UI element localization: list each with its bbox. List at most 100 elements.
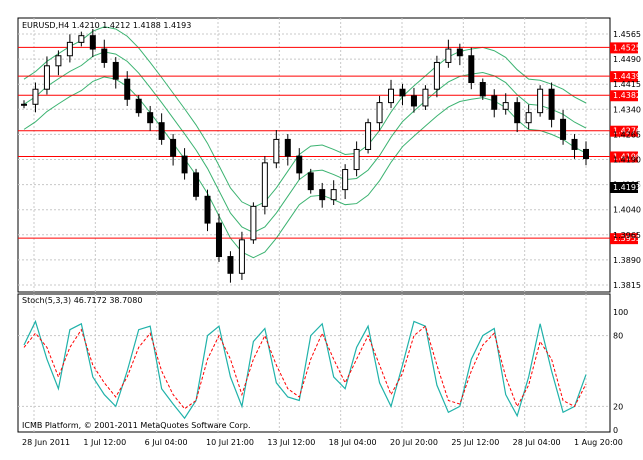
price-tick-label: 1.3815 <box>613 281 641 290</box>
candle-body <box>124 78 131 100</box>
time-tick-label: 1 Aug 20:00 <box>574 438 623 447</box>
candle-body <box>227 256 234 274</box>
candle-body <box>330 189 337 201</box>
stoch-tick-label: 100 <box>613 308 628 317</box>
price-tick-label: 1.4040 <box>613 206 641 215</box>
stoch-header: Stoch(5,3,3) 46.7172 38.7080 <box>22 296 142 305</box>
candlesticks <box>21 28 589 283</box>
level-price-box <box>610 42 638 54</box>
candle-body <box>32 88 39 105</box>
level-price-label: 1.4276 <box>613 127 641 136</box>
stoch-lines <box>23 319 587 420</box>
time-tick-label: 18 Jul 04:00 <box>329 438 377 447</box>
candle-body <box>261 162 268 207</box>
level-price-label: 1.4439 <box>613 72 641 81</box>
candle-body <box>445 48 452 63</box>
candle-body <box>296 155 303 174</box>
candle-body <box>342 169 349 191</box>
time-tick-label: 25 Jul 12:00 <box>451 438 499 447</box>
time-tick-label: 28 Jun 2011 <box>22 438 70 447</box>
stoch-tick-label: 20 <box>613 402 623 411</box>
current-price-label: 1.4193 <box>613 183 641 192</box>
price-grid <box>18 18 610 292</box>
time-tick-label: 10 Jul 21:00 <box>206 438 254 447</box>
candle-body <box>204 195 211 224</box>
stoch-panel-border <box>17 293 611 433</box>
price-header: EURUSD,H4 1.4210 1.4212 1.4188 1.4193 <box>22 21 191 30</box>
candle-body <box>514 102 521 124</box>
candle-body <box>215 222 222 258</box>
level-price-box <box>610 71 638 83</box>
candle-body <box>353 148 360 171</box>
candle-body <box>502 102 509 110</box>
candle-body <box>43 65 50 90</box>
candle-body <box>399 88 406 97</box>
price-axis: 1.45651.44901.44151.43401.42651.41901.41… <box>613 30 641 290</box>
footer-copyright: ICMB Platform, © 2001-2011 MetaQuotes So… <box>22 421 251 430</box>
level-price-label: 1.4525 <box>613 43 641 52</box>
level-price-box <box>610 233 638 245</box>
time-axis: 28 Jun 2011 1 Jul 12:00 6 Jul 04:00 10 Jul … <box>22 438 623 447</box>
candle-body <box>89 35 96 50</box>
candle-body <box>491 95 498 110</box>
stoch-signal-line <box>23 325 587 410</box>
bollinger-line <box>23 26 587 209</box>
candle-body <box>433 61 440 90</box>
level-price-box <box>610 151 638 163</box>
candle-body <box>238 239 245 274</box>
price-tick-label: 1.4565 <box>613 30 641 39</box>
candle-body <box>250 205 257 241</box>
level-price-box <box>610 125 638 137</box>
level-price-label: 1.3955 <box>613 234 641 243</box>
price-tick-label: 1.4265 <box>613 130 641 139</box>
candle-body <box>456 48 463 57</box>
price-tick-label: 1.4490 <box>613 55 641 64</box>
candle-body <box>135 98 142 114</box>
stoch-tick-label: 0 <box>613 426 618 435</box>
candle-body <box>479 82 486 97</box>
candle-body <box>548 88 555 120</box>
price-tick-label: 1.4190 <box>613 156 641 165</box>
candle-body <box>319 189 326 201</box>
candle-body <box>410 95 417 107</box>
time-tick-label: 28 Jul 04:00 <box>513 438 561 447</box>
current-price-marker: 1.4193 <box>610 182 641 193</box>
bollinger-line <box>23 51 587 234</box>
level-price-label: 1.4382 <box>613 91 641 100</box>
candle-body <box>365 122 372 150</box>
candle-body <box>388 88 395 104</box>
candle-body <box>78 35 85 43</box>
candle-body <box>158 122 165 140</box>
candle-body <box>101 48 108 63</box>
time-tick-label: 20 Jul 20:00 <box>390 438 438 447</box>
stoch-tick-label: 80 <box>613 332 623 341</box>
stoch-axis: 100 80 20 0 <box>613 308 628 435</box>
candle-body <box>55 55 62 67</box>
level-price-label: 1.4199 <box>613 152 641 161</box>
time-tick-label: 6 Jul 04:00 <box>145 438 188 447</box>
stoch-main-line <box>23 319 587 420</box>
candle-body <box>170 138 177 157</box>
candle-body <box>273 138 280 164</box>
candle-body <box>537 88 544 114</box>
price-panel[interactable]: 1.4525 1.4439 1.4382 1.4276 1.4199 1.3955 EUR… <box>17 17 641 293</box>
candle-body <box>560 118 567 140</box>
candle-body <box>583 148 589 159</box>
level-price-box <box>610 90 638 102</box>
stoch-grid <box>18 294 610 432</box>
candle-body <box>112 61 119 80</box>
candle-body <box>66 41 73 57</box>
candle-body <box>376 102 383 124</box>
candle-body <box>571 138 578 150</box>
stochastic-panel[interactable]: Stoch(5,3,3) 46.7172 38.7080 ICMB Platfo… <box>17 293 628 435</box>
candle-body <box>284 138 291 157</box>
candle-body <box>193 172 200 197</box>
candle-body <box>181 155 188 174</box>
candle-body <box>422 88 429 107</box>
time-tick-label: 1 Jul 12:00 <box>83 438 126 447</box>
price-tick-label: 1.3965 <box>613 231 641 240</box>
time-tick-label: 13 Jul 12:00 <box>267 438 315 447</box>
candle-body <box>468 55 475 84</box>
candle-body <box>307 172 314 191</box>
